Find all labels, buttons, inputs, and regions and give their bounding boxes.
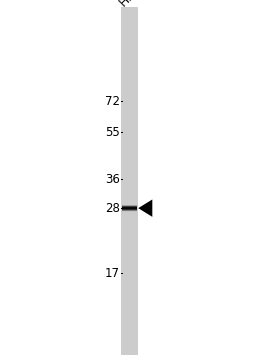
Bar bbox=[122, 210, 137, 211]
Bar bbox=[122, 207, 137, 208]
Bar bbox=[122, 205, 137, 206]
Bar bbox=[122, 208, 137, 209]
Text: H.kidney: H.kidney bbox=[116, 0, 164, 9]
Bar bbox=[122, 205, 137, 206]
Bar bbox=[122, 208, 137, 209]
Bar bbox=[122, 211, 137, 212]
Text: 28: 28 bbox=[105, 202, 120, 215]
Text: 55: 55 bbox=[105, 126, 120, 139]
Text: 36: 36 bbox=[105, 173, 120, 186]
Bar bbox=[121, 7, 138, 355]
Bar bbox=[122, 209, 137, 210]
Bar bbox=[122, 206, 137, 207]
Polygon shape bbox=[138, 199, 152, 217]
Text: 17: 17 bbox=[105, 267, 120, 280]
Text: 72: 72 bbox=[105, 95, 120, 108]
Bar bbox=[122, 209, 137, 210]
Bar bbox=[122, 207, 137, 208]
Bar bbox=[122, 206, 137, 207]
